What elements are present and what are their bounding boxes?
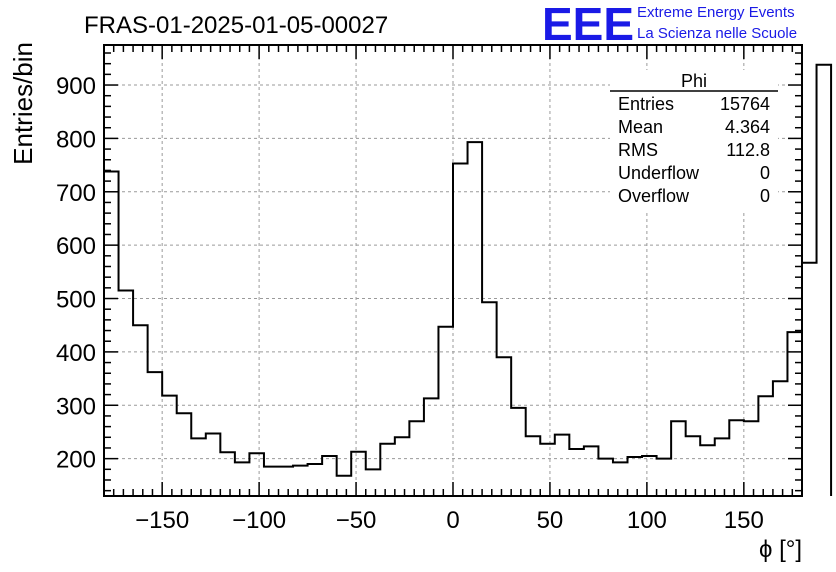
histogram-bin <box>744 421 759 496</box>
histogram-bin <box>773 381 788 496</box>
x-axis-label: ϕ [°] <box>759 536 802 563</box>
y-tick-label: 200 <box>56 447 96 474</box>
histogram-bin <box>322 456 337 496</box>
histogram-bin <box>235 462 250 496</box>
histogram-bin <box>206 434 221 496</box>
histogram-bin <box>569 449 584 496</box>
y-tick-label: 400 <box>56 340 96 367</box>
histogram-bin <box>613 462 628 496</box>
chart-title: FRAS-01-2025-01-05-00027 <box>84 12 388 39</box>
histogram-bin <box>249 453 264 496</box>
histogram-bin <box>453 163 468 496</box>
histogram-bin <box>264 467 279 496</box>
stats-label: Entries <box>618 94 674 114</box>
x-tick-labels: −150 −100 −50 0 50 100 150 <box>135 507 764 534</box>
histogram-bin <box>133 325 148 496</box>
histogram-bin <box>380 444 395 496</box>
stats-value: 0 <box>760 186 770 206</box>
histogram-bin <box>686 436 701 496</box>
histogram-bin <box>366 469 381 496</box>
histogram-bin <box>729 420 744 496</box>
histogram-bin <box>293 466 308 496</box>
histogram-bin <box>148 372 163 496</box>
axes <box>103 44 803 497</box>
stats-value: 15764 <box>720 94 770 114</box>
histogram-bin <box>642 456 657 496</box>
histogram-series <box>103 63 833 496</box>
histogram-bin <box>511 408 526 496</box>
x-tick-label: −100 <box>232 507 286 534</box>
histogram-bin <box>468 142 483 496</box>
histogram-bin <box>337 476 352 496</box>
histogram-bin <box>657 459 672 496</box>
histogram-bin <box>540 444 555 496</box>
histogram-bin <box>351 452 366 496</box>
x-tick-label: 100 <box>627 507 667 534</box>
histogram-bin <box>162 396 177 496</box>
histogram-bin <box>497 357 512 496</box>
histogram-bin <box>409 421 424 496</box>
histogram-bin <box>598 459 613 496</box>
histogram-bin <box>220 452 235 496</box>
stats-value: 4.364 <box>725 117 770 137</box>
stats-title: Phi <box>681 71 707 91</box>
x-tick-label: 150 <box>724 507 764 534</box>
logo-line-1: Extreme Energy Events <box>637 4 795 21</box>
histogram-bin <box>584 446 599 496</box>
stats-label: RMS <box>618 140 658 160</box>
x-tick-label: −50 <box>336 507 377 534</box>
y-tick-label: 700 <box>56 180 96 207</box>
histogram-bin <box>119 291 134 496</box>
histogram-bin <box>817 65 832 496</box>
histogram-bin <box>715 438 730 496</box>
stats-label: Mean <box>618 117 663 137</box>
x-tick-label: 50 <box>537 507 564 534</box>
stats-value: 0 <box>760 163 770 183</box>
stats-value: 112.8 <box>726 140 770 160</box>
histogram-bin <box>700 445 715 496</box>
histogram-bin <box>308 464 323 496</box>
stats-box: Phi Entries 15764 Mean 4.364 RMS 112.8 Underfl… <box>610 70 778 210</box>
y-tick-label: 300 <box>56 393 96 420</box>
y-tick-labels: 200 300 400 500 600 700 800 900 <box>56 73 96 474</box>
y-axis-label: Entries/bin <box>8 42 38 165</box>
histogram-bin <box>395 437 410 496</box>
y-tick-label: 600 <box>56 233 96 260</box>
histogram-bin <box>191 438 206 496</box>
histogram-bin <box>424 398 439 496</box>
histogram-bin <box>177 413 192 496</box>
histogram-bin <box>628 457 643 496</box>
histogram-bin <box>802 263 817 496</box>
y-tick-label: 500 <box>56 287 96 314</box>
y-tick-label: 800 <box>56 126 96 153</box>
x-tick-label: −150 <box>135 507 189 534</box>
histogram-bin <box>526 436 541 496</box>
eee-logo: EEE Extreme Energy Events La Scienza nel… <box>542 0 797 50</box>
histogram-bin <box>787 332 802 496</box>
histogram-bin <box>758 396 773 496</box>
histogram-outline <box>103 63 833 496</box>
x-tick-label: 0 <box>446 507 459 534</box>
stats-label: Overflow <box>618 186 690 206</box>
histogram-bin <box>671 421 686 496</box>
logo-mark: EEE <box>542 0 634 50</box>
y-tick-label: 900 <box>56 73 96 100</box>
histogram-bin <box>482 302 497 496</box>
histogram-bin <box>279 467 294 496</box>
histogram-bin <box>555 435 570 496</box>
stats-label: Underflow <box>618 163 700 183</box>
histogram-bin <box>438 327 453 496</box>
logo-line-2: La Scienza nelle Scuole <box>637 25 797 42</box>
